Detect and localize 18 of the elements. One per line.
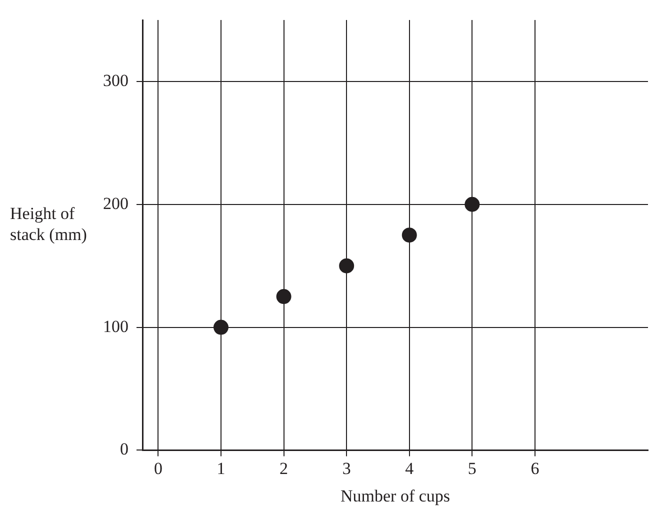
point <box>276 289 292 304</box>
point <box>339 258 354 274</box>
point <box>464 196 480 212</box>
x-tick-label: 6 <box>530 458 540 478</box>
y-axis-title: Height of stack (mm) <box>10 204 87 244</box>
x-axis-title: Number of cups <box>340 486 450 506</box>
y-tick-label: 200 <box>103 194 128 213</box>
x-tick-label: 0 <box>154 458 162 478</box>
point <box>213 320 228 335</box>
x-tick-label: 1 <box>216 458 226 478</box>
y-tick-label: 0 <box>120 440 128 459</box>
x-tick-label: 4 <box>405 458 414 478</box>
x-tick-label: 2 <box>280 458 288 478</box>
x-tick-label: 3 <box>342 458 351 478</box>
x-tick-label: 5 <box>468 458 476 478</box>
y-tick-label: 300 <box>103 70 128 90</box>
y-tick-label: 100 <box>103 316 128 336</box>
point <box>402 228 417 243</box>
